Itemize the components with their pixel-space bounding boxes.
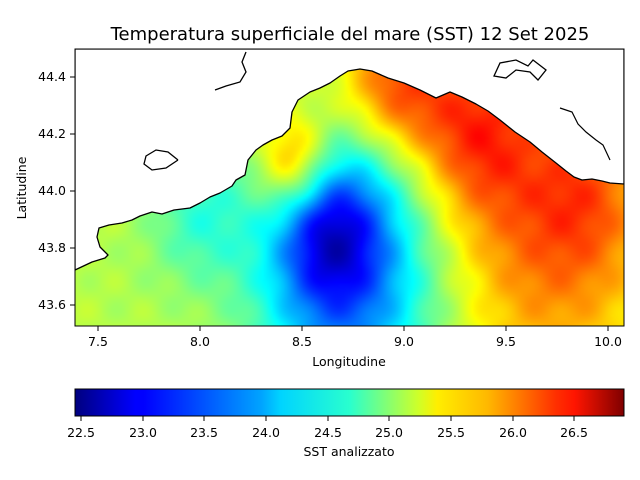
x-tick-label: 8.0 bbox=[190, 334, 210, 349]
colorbar-tick-label: 24.5 bbox=[314, 425, 342, 440]
x-axis-label: Longitudine bbox=[312, 354, 386, 369]
colorbar-tick-label: 24.0 bbox=[252, 425, 280, 440]
colorbar-tick-label: 26.0 bbox=[499, 425, 527, 440]
heatmap-area bbox=[75, 49, 624, 326]
x-tick-label: 9.5 bbox=[496, 334, 516, 349]
x-tick-label: 7.5 bbox=[88, 334, 108, 349]
colorbar-gradient bbox=[75, 389, 624, 416]
colorbar-label: SST analizzato bbox=[304, 444, 395, 459]
colorbar-tick-label: 25.0 bbox=[375, 425, 403, 440]
colorbar: 22.5 23.0 23.5 24.0 24.5 25.0 25.5 26.0 … bbox=[67, 389, 624, 459]
y-axis-label: Latitudine bbox=[14, 156, 29, 219]
colorbar-tick-label: 22.5 bbox=[67, 425, 95, 440]
x-tick-label: 10.0 bbox=[594, 334, 622, 349]
y-tick-label: 44.4 bbox=[38, 69, 66, 84]
y-tick-label: 43.8 bbox=[38, 240, 66, 255]
colorbar-tick-label: 26.5 bbox=[560, 425, 588, 440]
x-tick-label: 8.5 bbox=[292, 334, 312, 349]
y-tick-label: 44.2 bbox=[38, 126, 66, 141]
colorbar-tick-label: 23.5 bbox=[190, 425, 218, 440]
chart-title: Temperatura superficiale del mare (SST) … bbox=[110, 24, 590, 45]
y-axis: 43.6 43.8 44.0 44.2 44.4 Latitudine bbox=[14, 69, 75, 312]
x-tick-label: 9.0 bbox=[394, 334, 414, 349]
x-axis: 7.5 8.0 8.5 9.0 9.5 10.0 Longitudine bbox=[88, 326, 622, 369]
colorbar-tick-label: 23.0 bbox=[129, 425, 157, 440]
colorbar-tick-label: 25.5 bbox=[437, 425, 465, 440]
y-tick-label: 43.6 bbox=[38, 297, 66, 312]
y-tick-label: 44.0 bbox=[38, 183, 66, 198]
